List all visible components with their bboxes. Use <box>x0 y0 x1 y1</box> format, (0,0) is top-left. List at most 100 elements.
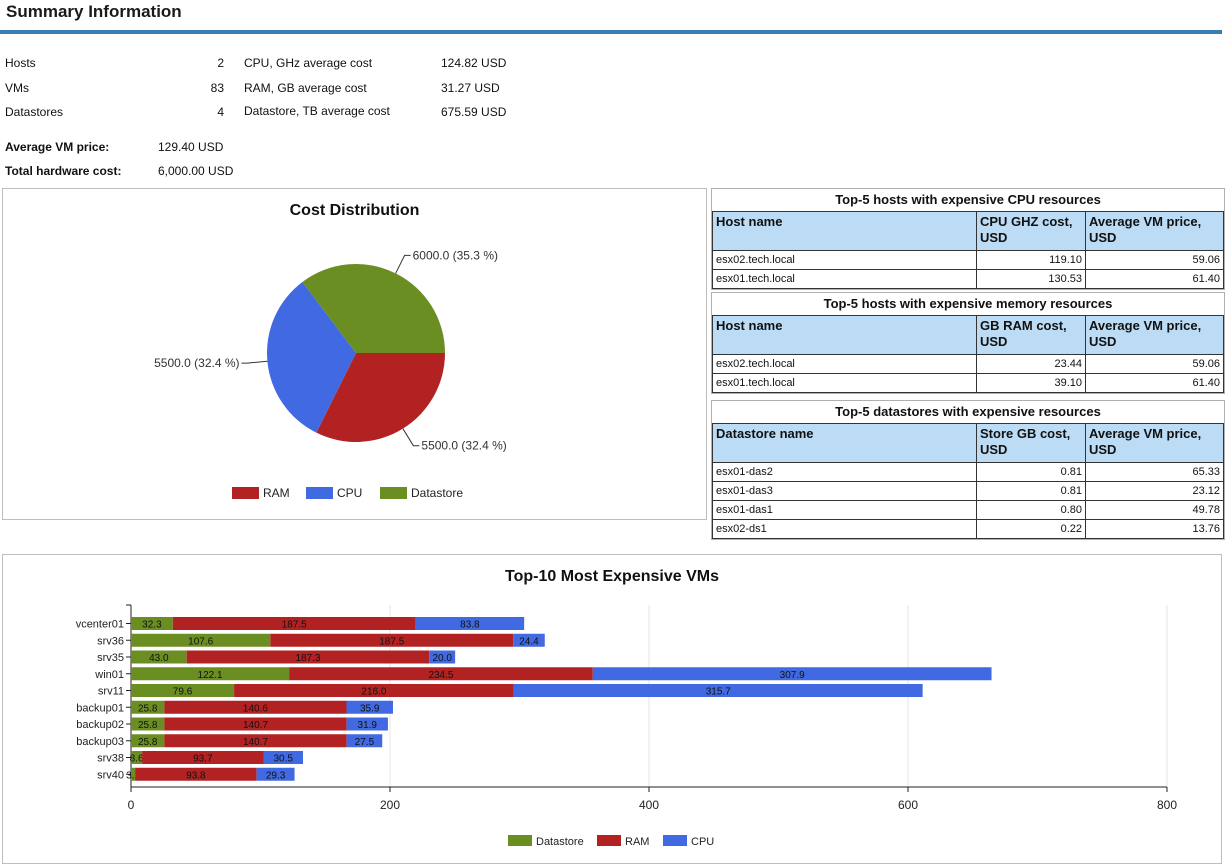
bar-segment-datastore <box>131 734 165 748</box>
column-header: Store GB cost, USD <box>976 423 1086 463</box>
legend-label: Datastore <box>536 836 584 848</box>
ram-cost-value: 31.27 USD <box>441 81 500 95</box>
x-tick-label: 600 <box>898 798 918 812</box>
table-header-row: Host name GB RAM cost, USD Average VM pr… <box>712 315 1224 355</box>
y-tick-label: backup02 <box>76 719 124 731</box>
y-tick-label: vcenter01 <box>76 619 124 631</box>
table-cell: 23.44 <box>976 354 1086 374</box>
cpu-cost-label: CPU, GHz average cost <box>244 56 373 70</box>
table-cell: 61.40 <box>1085 269 1224 289</box>
y-tick-label: srv40 <box>97 769 124 781</box>
title-rule <box>0 30 1222 34</box>
bar-segment-datastore <box>131 767 136 781</box>
column-header: Host name <box>712 211 977 251</box>
x-tick-label: 800 <box>1157 798 1177 812</box>
table-cell: esx01-das2 <box>712 462 977 482</box>
y-tick-label: backup03 <box>76 736 124 748</box>
bar-data-label: 307.9 <box>780 670 805 681</box>
table-cell: 119.10 <box>976 250 1086 270</box>
bar-segment-ram <box>186 650 430 664</box>
vms-value: 83 <box>210 81 224 95</box>
bar-data-label: 31.9 <box>358 720 378 731</box>
bar-data-label: 107.6 <box>188 636 213 647</box>
bar-data-label: 140.7 <box>243 720 268 731</box>
y-tick-label: srv35 <box>97 652 124 664</box>
total-hw-cost-value: 6,000.00 USD <box>158 164 234 178</box>
column-header: CPU GHZ cost, USD <box>976 211 1086 251</box>
bar-data-label: 122.1 <box>198 670 223 681</box>
bar-segment-cpu <box>256 767 295 781</box>
datastores-value: 4 <box>217 105 224 119</box>
cost-distribution-panel: Cost Distribution 5500.0 (32.4 %) 5500.0 … <box>2 188 707 520</box>
bar-data-label: 187.5 <box>379 636 404 647</box>
page-title: Summary Information <box>6 2 182 21</box>
bar-data-label: 234.5 <box>428 670 453 681</box>
legend-swatch-datastore <box>380 487 407 499</box>
cpu-hosts-table-box: Top-5 hosts with expensive CPU resources… <box>711 188 1225 290</box>
table-cell: 0.22 <box>976 519 1086 539</box>
bar-data-label: 79.6 <box>173 687 193 698</box>
x-tick-label: 200 <box>380 798 400 812</box>
bar-segment-cpu <box>346 734 383 748</box>
bar-segment-cpu <box>415 617 525 630</box>
top-vms-panel: Top-10 Most Expensive VMs 0 200 400 600 800 v… <box>2 554 1222 864</box>
table-cell: 39.10 <box>976 373 1086 393</box>
summary-section: Hosts 2 VMs 83 Datastores 4 CPU, GHz ave… <box>0 50 600 185</box>
bar-data-label: 29.3 <box>266 770 286 781</box>
page-header: Summary Information <box>0 0 1222 34</box>
bar-data-label: 24.4 <box>519 636 539 647</box>
bar-data-label: 30.5 <box>273 754 293 765</box>
legend-label: CPU <box>691 836 714 848</box>
bar-data-label: 216.0 <box>361 687 386 698</box>
x-tick-label: 0 <box>128 798 135 812</box>
table-row: esx01.tech.local 39.10 61.40 <box>712 373 1224 393</box>
bar-segment-ram <box>164 734 347 748</box>
datastores-table-title: Top-5 datastores with expensive resource… <box>835 404 1101 419</box>
bar-data-label: 25.8 <box>138 737 158 748</box>
total-hw-cost-label: Total hardware cost: <box>5 164 122 178</box>
vms-label: VMs <box>5 81 29 95</box>
table-row: esx01-das1 0.80 49.78 <box>712 500 1224 520</box>
pie-label-leader <box>395 254 411 274</box>
table-cell: esx02.tech.local <box>712 250 977 270</box>
table-cell: 59.06 <box>1085 250 1224 270</box>
column-header: GB RAM cost, USD <box>976 315 1086 355</box>
table-header-row: Datastore name Store GB cost, USD Averag… <box>712 423 1224 463</box>
legend-swatch-ram <box>232 487 259 499</box>
pie-slice-label: 5500.0 (32.4 %) <box>421 439 506 453</box>
legend-swatch-cpu <box>306 487 333 499</box>
table-cell: 130.53 <box>976 269 1086 289</box>
bar-data-label: 27.5 <box>355 737 375 748</box>
pie-chart: 5500.0 (32.4 %) 5500.0 (32.4 %) 6000.0 (35… <box>154 248 507 500</box>
cpu-hosts-table: Host name CPU GHZ cost, USD Average VM p… <box>712 211 1224 289</box>
bar-segment-ram <box>164 717 347 731</box>
bar-segment-ram <box>164 700 347 714</box>
table-cell: 0.80 <box>976 500 1086 520</box>
y-tick-label: srv36 <box>97 635 124 647</box>
bar-chart-title: Top-10 Most Expensive VMs <box>505 568 719 585</box>
table-cell: esx01-das3 <box>712 481 977 501</box>
bar-data-label: 140.7 <box>243 737 268 748</box>
bar-segment-datastore <box>131 617 173 630</box>
memory-hosts-table-box: Top-5 hosts with expensive memory resour… <box>711 292 1225 394</box>
table-cell: esx01.tech.local <box>712 269 977 289</box>
table-row: esx02.tech.local 23.44 59.06 <box>712 354 1224 374</box>
y-tick-label: backup01 <box>76 702 124 714</box>
table-cell: esx02.tech.local <box>712 354 977 374</box>
x-tick-label: 400 <box>639 798 659 812</box>
column-header: Datastore name <box>712 423 977 463</box>
cpu-cost-value: 124.82 USD <box>441 56 507 70</box>
column-header: Host name <box>712 315 977 355</box>
y-tick-label: srv38 <box>97 753 124 765</box>
bar-data-label: 8.6 <box>130 754 144 765</box>
bar-segment-cpu <box>346 717 388 731</box>
datastores-table-box: Top-5 datastores with expensive resource… <box>711 400 1225 540</box>
avg-vm-price-value: 129.40 USD <box>158 140 224 154</box>
bar-data-label: 83.8 <box>460 620 480 631</box>
bar-data-label: 93.7 <box>193 754 213 765</box>
table-cell: 13.76 <box>1085 519 1224 539</box>
bar-segment-cpu <box>513 684 923 697</box>
pie-slice-cpu <box>267 281 356 433</box>
bar-segment-datastore <box>131 650 187 664</box>
table-cell: esx01.tech.local <box>712 373 977 393</box>
